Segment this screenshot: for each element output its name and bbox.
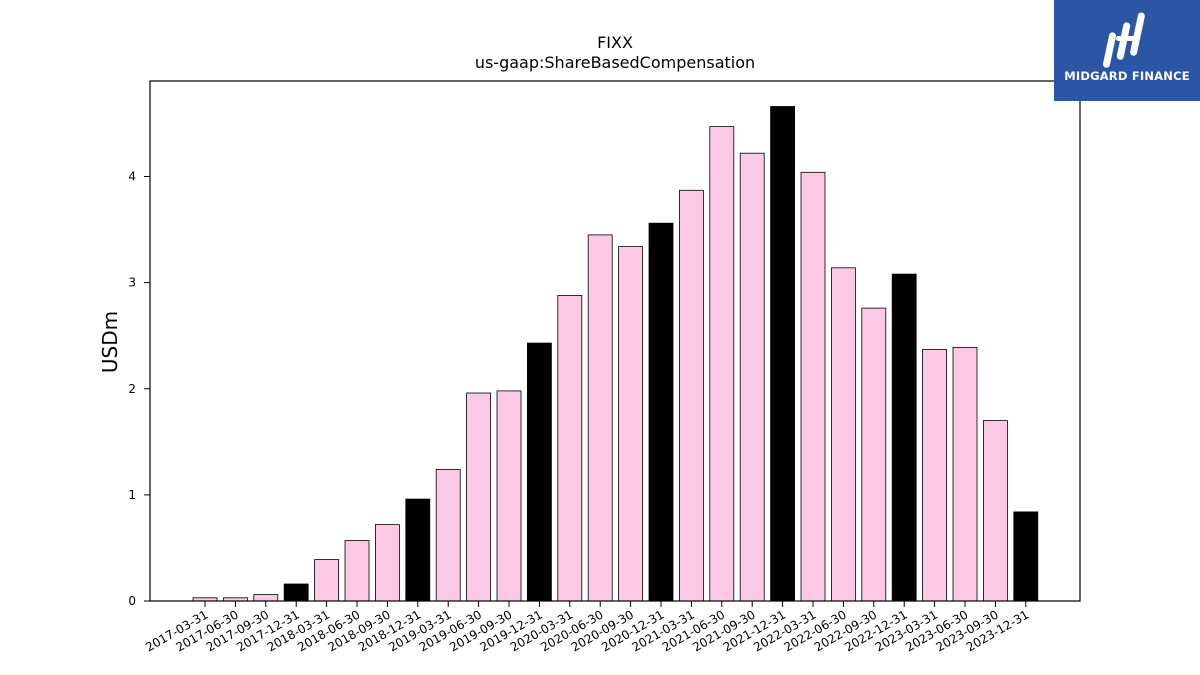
bar-2017-09-30 [253,594,279,602]
bar-2023-09-30 [983,420,1008,602]
bar-2018-03-31 [314,559,340,602]
bar-2017-12-31 [283,583,309,602]
bar-2023-06-30 [952,346,978,602]
bar-2018-06-30 [344,540,370,602]
bar-2023-03-31 [922,349,947,602]
y-tick-label: 3 [128,276,136,290]
brand-mark-icon [1102,12,1145,68]
brand-name: MIDGARD FINANCE [1064,69,1190,83]
bar-2019-09-30 [496,390,522,602]
bar-2022-03-31 [800,171,826,602]
y-tick-label: 1 [128,488,136,502]
bar-2021-12-31 [770,106,795,602]
bar-2021-09-30 [739,152,765,602]
bar-2019-03-31 [435,468,461,602]
bar-2020-06-30 [587,234,613,602]
bar-2021-06-30 [709,126,735,602]
bar-2022-06-30 [831,267,856,602]
brand-logo: MIDGARD FINANCE [1054,0,1200,101]
chart-title: FIXX [597,33,633,52]
bar-2022-12-31 [891,273,917,602]
bar-2020-03-31 [557,294,583,602]
bar-2019-06-30 [466,392,492,602]
bar-group [192,106,1039,602]
bar-2018-09-30 [374,524,400,602]
y-tick-label: 4 [128,170,136,184]
bar-2020-09-30 [618,246,643,602]
y-axis-label: USDm [98,311,122,373]
plot-frame [149,80,1081,602]
bar-2018-12-31 [405,498,431,602]
bar-2020-12-31 [648,222,674,602]
bar-2022-09-30 [861,307,887,602]
x-axis: 2017-03-312017-06-302017-09-302017-12-31… [143,601,1031,654]
bar-2023-12-31 [1013,511,1039,602]
bar-2021-03-31 [679,189,704,602]
y-axis: 0 1 2 3 4 [128,170,150,608]
bar-2019-12-31 [527,342,552,602]
y-tick-label: 2 [128,382,136,396]
y-tick-label: 0 [128,594,136,608]
chart-subtitle: us-gaap:ShareBasedCompensation [475,53,755,72]
